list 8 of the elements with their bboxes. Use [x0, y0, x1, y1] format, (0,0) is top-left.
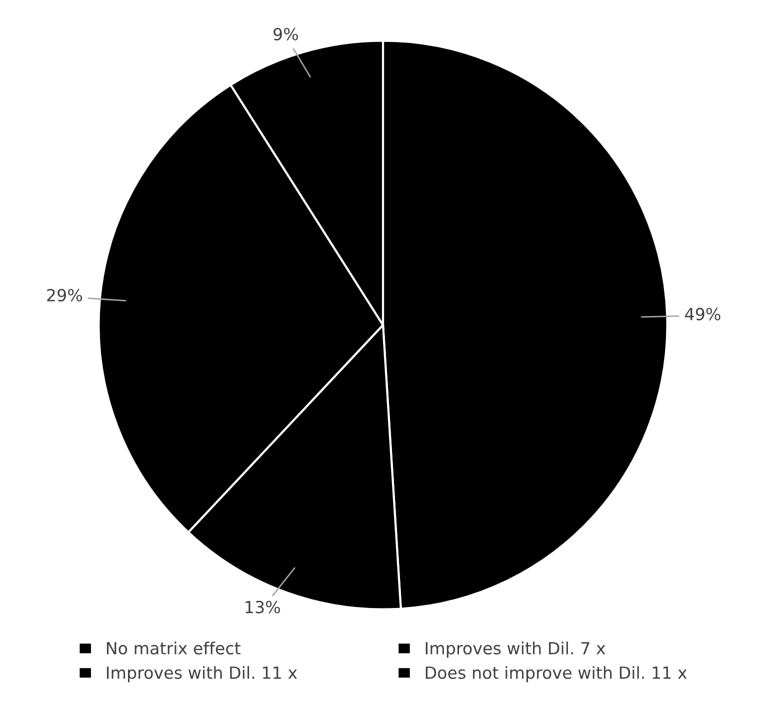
legend-label: Improves with Dil. 7 x	[426, 642, 606, 658]
data-label: 13%	[246, 600, 280, 614]
data-label: 9%	[274, 28, 298, 40]
legend-label: Does not improve with Dil. 11 x	[426, 666, 687, 682]
data-label: 49%	[685, 308, 720, 320]
legend-label: No matrix effect	[106, 642, 240, 654]
legend-label: Improves with Dil. 11 x	[106, 666, 298, 682]
data-label: 29%	[47, 288, 82, 302]
